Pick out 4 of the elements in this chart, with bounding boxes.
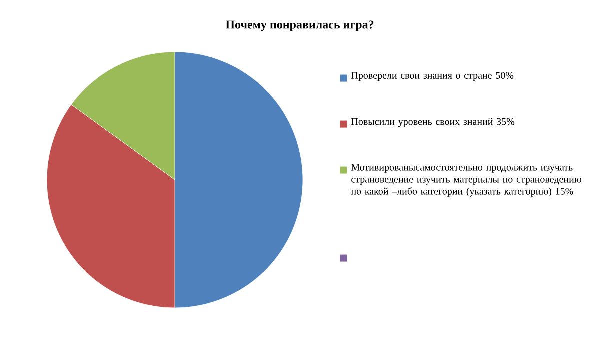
legend-label: Проверели свои знания о стране 50% xyxy=(351,72,514,81)
legend-label: Мотивированысамостоятельно продолжить изучать страноведение изучить материалы по страноведению по какой –либо категории (указать категорию) 15% xyxy=(351,164,582,197)
legend-label: Повысили уровень своих знаний 35% xyxy=(351,118,515,128)
chart-title: Почему понравилась игра? xyxy=(226,20,374,32)
